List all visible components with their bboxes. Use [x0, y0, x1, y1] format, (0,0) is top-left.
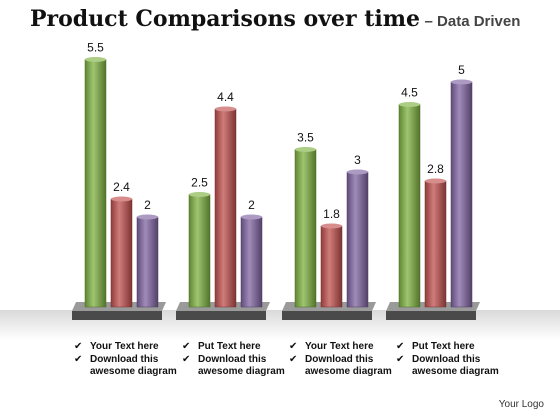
note-item: ✔ Download this awesome diagram [396, 354, 501, 378]
check-icon: ✔ [74, 354, 83, 365]
check-icon: ✔ [396, 354, 405, 365]
logo-text: Your Logo [498, 399, 544, 410]
bar-cap [399, 102, 420, 107]
note-item: ✔ Download this awesome diagram [289, 354, 394, 378]
bar-cap [85, 57, 106, 62]
bar-cap [425, 178, 446, 184]
bar-red [320, 225, 343, 308]
bar-cap [241, 214, 262, 220]
data-label: 3 [354, 153, 361, 167]
check-icon: ✔ [396, 341, 405, 352]
bar-cap [189, 192, 210, 197]
note-text: Download this awesome diagram [305, 354, 392, 377]
bar-purple [240, 216, 263, 308]
note-text: Put Text here [412, 341, 475, 352]
data-label: 2 [248, 198, 255, 212]
bar-green [294, 149, 317, 308]
bar-cap [321, 223, 342, 229]
bar-purple [450, 81, 473, 308]
bar-cap [137, 214, 158, 220]
platform-front [176, 311, 266, 320]
check-icon: ✔ [182, 354, 191, 365]
check-icon: ✔ [289, 341, 298, 352]
note-item: ✔ Put Text here [182, 341, 287, 353]
note-text: Download this awesome diagram [90, 354, 177, 377]
bar-green [398, 104, 421, 308]
group-notes-4: ✔ Put Text here ✔ Download this awesome di… [396, 341, 501, 379]
data-label: 4.4 [217, 90, 234, 104]
data-label: 1.8 [323, 207, 340, 221]
data-label: 5.5 [87, 41, 104, 55]
note-item: ✔ Your Text here [74, 341, 179, 353]
bar-cap [111, 196, 132, 202]
data-label: 2.8 [427, 162, 444, 176]
data-label: 5 [458, 63, 465, 77]
note-item: ✔ Download this awesome diagram [74, 354, 179, 378]
bar-cap [347, 169, 368, 175]
chart-title-main: Product Comparisons over time [30, 6, 421, 32]
note-text: Your Text here [305, 341, 374, 352]
chart-title: Product Comparisons over time – Data Dri… [30, 6, 520, 32]
data-label: 2.5 [191, 176, 208, 190]
note-text: Download this awesome diagram [198, 354, 285, 377]
platform-front [386, 311, 476, 320]
note-item: ✔ Your Text here [289, 341, 394, 353]
data-label: 2.4 [113, 180, 130, 194]
platform-front [72, 311, 162, 320]
group-notes-2: ✔ Put Text here ✔ Download this awesome di… [182, 341, 287, 379]
note-text: Your Text here [90, 341, 159, 352]
bar-green [188, 194, 211, 308]
check-icon: ✔ [74, 341, 83, 352]
check-icon: ✔ [289, 354, 298, 365]
data-label: 3.5 [297, 131, 314, 145]
bar-cap [215, 106, 236, 112]
bar-red [424, 180, 447, 308]
note-item: ✔ Put Text here [396, 341, 501, 353]
check-icon: ✔ [182, 341, 191, 352]
chart-title-sub: – Data Driven [424, 13, 521, 30]
bar-red [214, 108, 237, 308]
note-text: Download this awesome diagram [412, 354, 499, 377]
group-notes-1: ✔ Your Text here ✔ Download this awesome d… [74, 341, 179, 379]
bar-cap [295, 147, 316, 152]
note-item: ✔ Download this awesome diagram [182, 354, 287, 378]
data-label: 4.5 [401, 86, 418, 100]
data-label: 2 [144, 198, 151, 212]
bar-purple [136, 216, 159, 308]
bar-purple [346, 171, 369, 308]
bar-cap [451, 79, 472, 85]
platform-front [282, 311, 372, 320]
bar-green [84, 59, 107, 308]
bar-red [110, 198, 133, 308]
note-text: Put Text here [198, 341, 261, 352]
group-notes-3: ✔ Your Text here ✔ Download this awesome d… [289, 341, 394, 379]
